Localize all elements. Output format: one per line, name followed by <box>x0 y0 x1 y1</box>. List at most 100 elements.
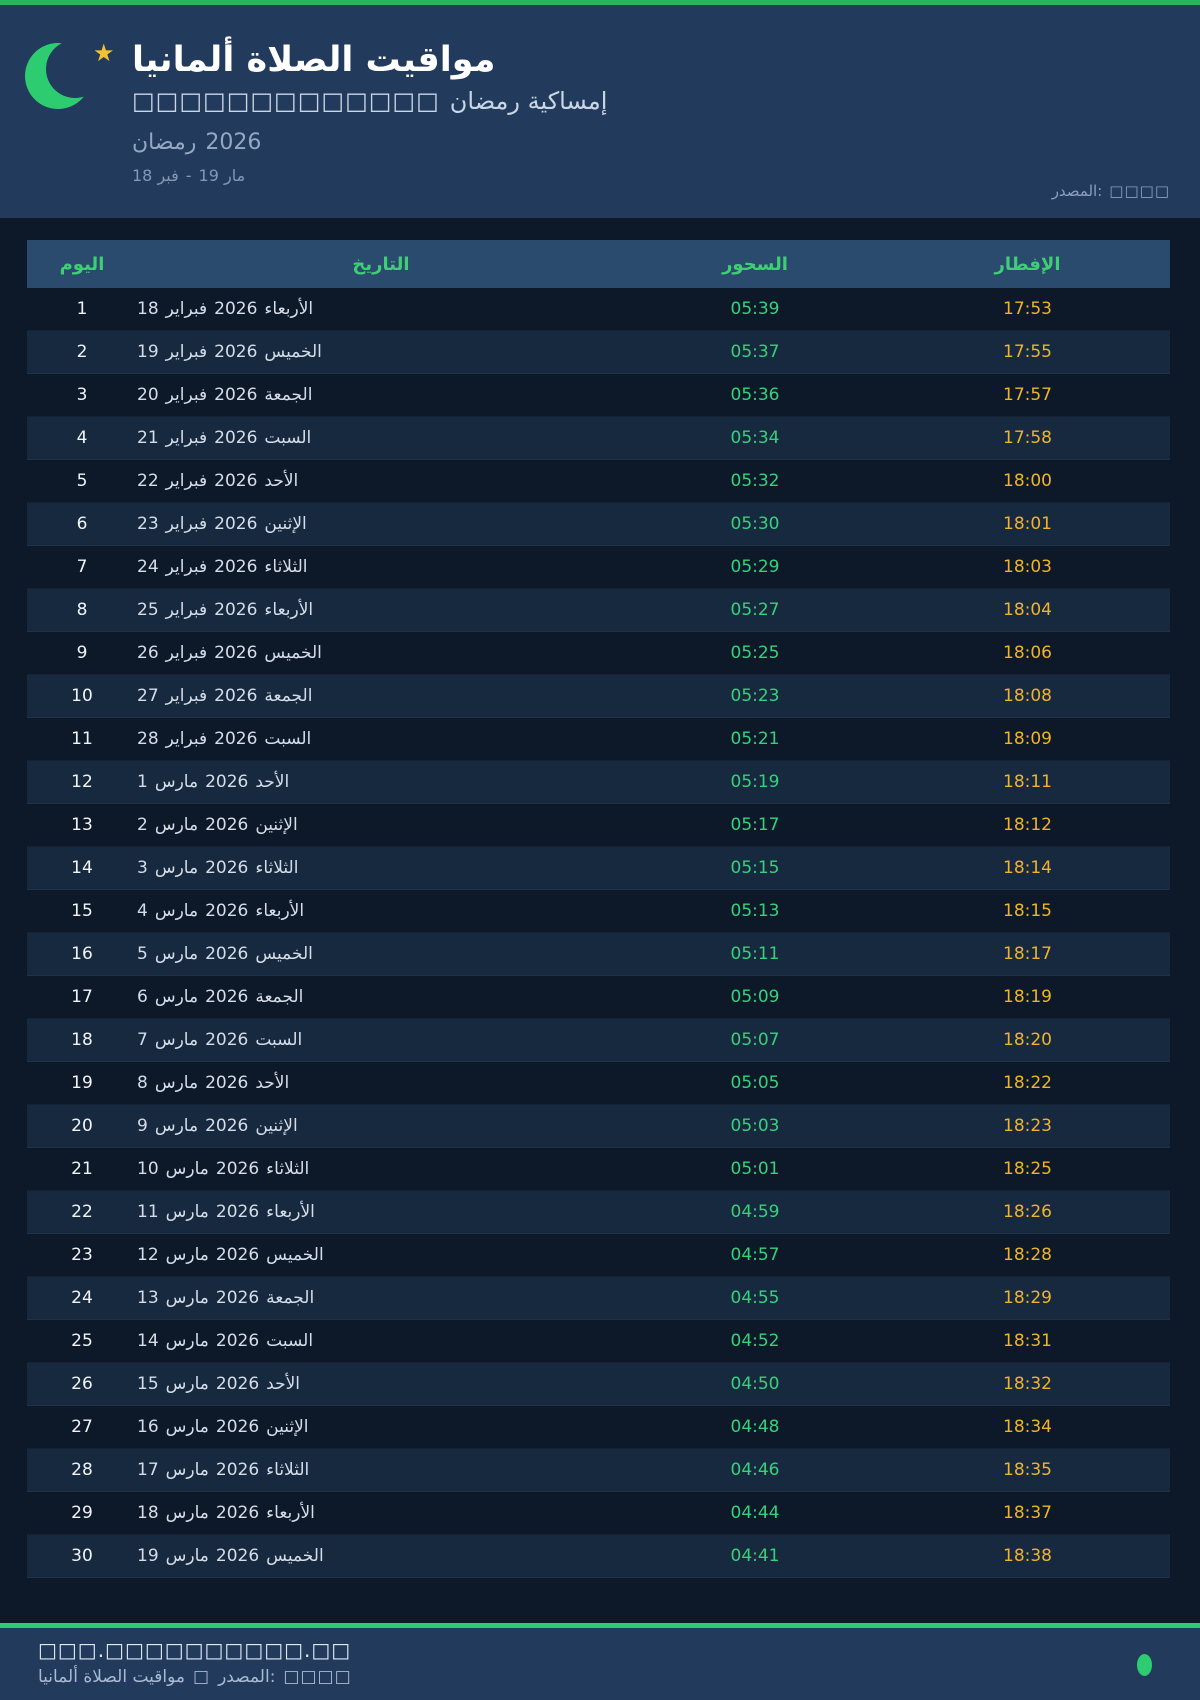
date-year: 2026 <box>214 600 258 620</box>
iftar-time: 18:32 <box>1003 1374 1052 1394</box>
suhoor-time: 04:48 <box>730 1417 780 1437</box>
date-cell: 19 فبراير 2026 الخميس <box>137 342 625 362</box>
date-cell: 27 فبراير 2026 الجمعة <box>137 686 625 706</box>
day-number: 28 <box>71 1460 93 1480</box>
date-year: 2026 <box>205 944 249 964</box>
column-header-date: التاريخ <box>352 253 410 275</box>
date-month: فبراير <box>165 428 208 448</box>
date-year: 2026 <box>215 1503 260 1523</box>
day-number: 25 <box>71 1331 93 1351</box>
day-number: 5 <box>76 471 88 491</box>
table-row: 22 11 مارس 2026 الأربعاء 04:59 18:26 <box>27 1191 1170 1234</box>
date-cell: 21 فبراير 2026 السبت <box>137 428 625 448</box>
day-number: 9 <box>76 643 88 663</box>
suhoor-time: 05:19 <box>730 772 780 792</box>
iftar-time: 17:55 <box>1003 342 1052 362</box>
date-month: مارس <box>165 1460 209 1480</box>
date-weekday: الخميس <box>266 1546 324 1566</box>
date-cell: 16 مارس 2026 الإثنين <box>137 1417 625 1437</box>
date-year: 2026 <box>205 815 249 835</box>
date-month: مارس <box>154 1073 199 1093</box>
suhoor-time: 05:07 <box>730 1030 780 1050</box>
table-row: 24 13 مارس 2026 الجمعة 04:55 18:29 <box>27 1277 1170 1320</box>
date-cell: 13 مارس 2026 الجمعة <box>137 1288 625 1308</box>
date-date-day: 15 <box>137 1374 159 1394</box>
day-number: 8 <box>76 600 88 620</box>
iftar-time: 18:28 <box>1003 1245 1052 1265</box>
date-year: 2026 <box>214 342 258 362</box>
date-month: مارس <box>154 858 199 878</box>
date-year: 2026 <box>205 1030 249 1050</box>
date-weekday: الأربعاء <box>255 901 305 921</box>
date-cell: 11 مارس 2026 الأربعاء <box>137 1202 625 1222</box>
date-date-day: 24 <box>137 557 159 577</box>
day-number: 24 <box>71 1288 93 1308</box>
iftar-time: 18:23 <box>1003 1116 1052 1136</box>
date-range: 18 فبر - 19 مار <box>132 166 1160 185</box>
table-row: 11 28 فبراير 2026 السبت 05:21 18:09 <box>27 718 1170 761</box>
date-year: 2026 <box>205 987 249 1007</box>
suhoor-time: 05:34 <box>730 428 780 448</box>
date-weekday: الأربعاء <box>264 600 314 620</box>
date-month: مارس <box>154 815 199 835</box>
day-number: 20 <box>71 1116 93 1136</box>
day-number: 22 <box>71 1202 93 1222</box>
date-month: مارس <box>154 772 199 792</box>
table-row: 23 12 مارس 2026 الخميس 04:57 18:28 <box>27 1234 1170 1277</box>
date-cell: 7 مارس 2026 السبت <box>137 1030 625 1050</box>
table-row: 16 5 مارس 2026 الخميس 05:11 18:17 <box>27 933 1170 976</box>
table-row: 12 1 مارس 2026 الأحد 05:19 18:11 <box>27 761 1170 804</box>
suhoor-time: 05:05 <box>730 1073 780 1093</box>
date-weekday: الثلاثاء <box>266 1159 310 1179</box>
date-date-day: 11 <box>137 1202 159 1222</box>
suhoor-time: 04:46 <box>730 1460 780 1480</box>
date-date-day: 8 <box>137 1073 148 1093</box>
date-cell: 15 مارس 2026 الأحد <box>137 1374 625 1394</box>
day-number: 11 <box>71 729 93 749</box>
iftar-time: 18:09 <box>1003 729 1052 749</box>
table-body: 1 18 فبراير 2026 الأربعاء 05:39 17:53 2 19 فبراير… <box>27 288 1170 1578</box>
suhoor-time: 05:25 <box>730 643 780 663</box>
date-month: مارس <box>154 987 199 1007</box>
table-row: 26 15 مارس 2026 الأحد 04:50 18:32 <box>27 1363 1170 1406</box>
date-year: 2026 <box>214 643 258 663</box>
date-weekday: السبت <box>264 428 312 448</box>
date-month: مارس <box>154 901 199 921</box>
date-cell: 1 مارس 2026 الأحد <box>137 772 625 792</box>
footer-source-label: المصدر: <box>218 1667 276 1687</box>
date-month: فبراير <box>165 471 208 491</box>
iftar-time: 17:53 <box>1003 299 1052 319</box>
date-cell: 28 فبراير 2026 السبت <box>137 729 625 749</box>
date-date-day: 23 <box>137 514 159 534</box>
day-number: 29 <box>71 1503 93 1523</box>
table-row: 7 24 فبراير 2026 الثلاثاء 05:29 18:03 <box>27 546 1170 589</box>
star-icon: ★ <box>93 39 115 67</box>
date-cell: 20 فبراير 2026 الجمعة <box>137 385 625 405</box>
suhoor-time: 05:13 <box>730 901 780 921</box>
table-row: 5 22 فبراير 2026 الأحد 05:32 18:00 <box>27 460 1170 503</box>
date-month: مارس <box>154 944 199 964</box>
table-row: 8 25 فبراير 2026 الأربعاء 05:27 18:04 <box>27 589 1170 632</box>
date-date-day: 22 <box>137 471 159 491</box>
day-number: 3 <box>76 385 88 405</box>
date-cell: 8 مارس 2026 الأحد <box>137 1073 625 1093</box>
date-cell: 4 مارس 2026 الأربعاء <box>137 901 625 921</box>
prayer-times-table: اليوم التاريخ السحور الإفطار 1 18 فبراير 20… <box>27 240 1170 1578</box>
date-year: 2026 <box>215 1202 260 1222</box>
main-area: اليوم التاريخ السحور الإفطار 1 18 فبراير 20… <box>0 218 1200 1623</box>
date-weekday: الثلاثاء <box>266 1460 310 1480</box>
date-year: 2026 <box>205 1116 249 1136</box>
date-month: فبراير <box>165 385 208 405</box>
suhoor-time: 05:09 <box>730 987 780 1007</box>
day-number: 15 <box>71 901 93 921</box>
suhoor-time: 04:41 <box>730 1546 780 1566</box>
date-date-day: 4 <box>137 901 148 921</box>
date-weekday: الإثنين <box>266 1417 309 1437</box>
page-subtitle: □□□□□□□□□□□□□ إمساكية رمضان <box>132 87 1160 115</box>
date-cell: 22 فبراير 2026 الأحد <box>137 471 625 491</box>
iftar-time: 18:17 <box>1003 944 1052 964</box>
date-year: 2026 <box>215 1331 260 1351</box>
date-month: فبراير <box>165 557 208 577</box>
date-year: 2026 <box>215 1417 260 1437</box>
date-month: مارس <box>165 1288 209 1308</box>
